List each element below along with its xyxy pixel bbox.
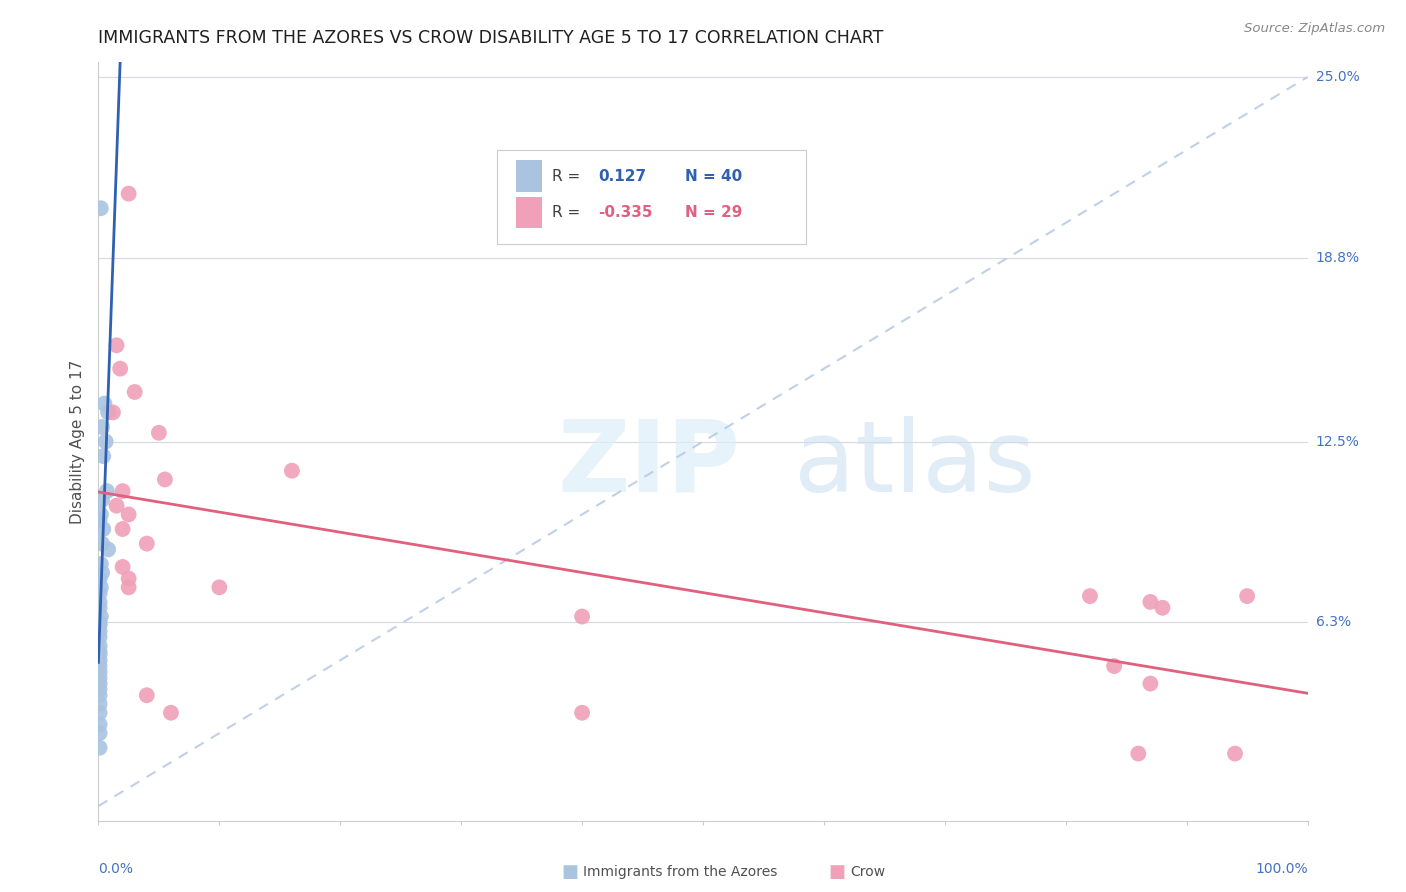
- Text: 6.3%: 6.3%: [1316, 615, 1351, 630]
- Point: [90, 609, 112, 624]
- Point: [91, 492, 114, 507]
- Point: [93, 396, 115, 410]
- Point: [89, 740, 111, 755]
- Point: [153, 473, 176, 487]
- Point: [94, 434, 117, 449]
- Point: [118, 580, 141, 594]
- Point: [89, 586, 111, 600]
- Text: N = 40: N = 40: [685, 169, 742, 184]
- Text: Source: ZipAtlas.com: Source: ZipAtlas.com: [1244, 22, 1385, 36]
- Point: [97, 542, 120, 557]
- Point: [96, 484, 118, 499]
- Text: R =: R =: [551, 205, 585, 220]
- Point: [1128, 747, 1150, 761]
- Point: [91, 449, 114, 463]
- Point: [208, 580, 231, 594]
- Point: [89, 618, 111, 632]
- Point: [118, 572, 141, 586]
- Point: [281, 464, 304, 478]
- Text: 12.5%: 12.5%: [1316, 434, 1360, 449]
- Point: [89, 615, 111, 630]
- Point: [89, 653, 111, 667]
- Point: [89, 513, 111, 527]
- Bar: [516, 161, 543, 192]
- Point: [118, 186, 141, 201]
- Point: [108, 361, 131, 376]
- Point: [89, 726, 111, 740]
- Text: ZIP: ZIP: [558, 416, 741, 513]
- Point: [90, 580, 112, 594]
- Point: [148, 425, 170, 440]
- Point: [1078, 589, 1101, 603]
- Point: [124, 384, 146, 399]
- Point: [101, 405, 124, 419]
- Point: [1139, 676, 1161, 690]
- Text: 18.8%: 18.8%: [1316, 251, 1360, 265]
- Text: 25.0%: 25.0%: [1316, 70, 1360, 84]
- Point: [89, 644, 111, 658]
- Point: [89, 671, 111, 685]
- Point: [91, 420, 114, 434]
- Text: atlas: atlas: [793, 416, 1035, 513]
- Point: [571, 706, 593, 720]
- Point: [91, 522, 114, 536]
- Point: [89, 717, 111, 731]
- Text: 100.0%: 100.0%: [1256, 863, 1308, 876]
- Point: [89, 697, 111, 711]
- Point: [89, 659, 111, 673]
- Text: 0.127: 0.127: [598, 169, 645, 184]
- Point: [135, 688, 157, 702]
- Point: [97, 405, 120, 419]
- Point: [111, 560, 134, 574]
- Point: [89, 572, 111, 586]
- Text: IMMIGRANTS FROM THE AZORES VS CROW DISABILITY AGE 5 TO 17 CORRELATION CHART: IMMIGRANTS FROM THE AZORES VS CROW DISAB…: [98, 29, 884, 47]
- Point: [160, 706, 183, 720]
- Point: [89, 648, 111, 662]
- Point: [89, 595, 111, 609]
- Point: [90, 557, 112, 571]
- Point: [1152, 600, 1174, 615]
- Point: [89, 688, 111, 702]
- Point: [111, 522, 134, 536]
- Bar: [516, 196, 543, 228]
- Point: [89, 624, 111, 639]
- Text: Immigrants from the Azores: Immigrants from the Azores: [583, 865, 778, 880]
- Text: Crow: Crow: [851, 865, 886, 880]
- Point: [105, 338, 128, 352]
- Text: R =: R =: [551, 169, 585, 184]
- Text: ■: ■: [561, 863, 578, 881]
- Point: [91, 536, 114, 550]
- Point: [90, 201, 112, 215]
- Point: [571, 609, 593, 624]
- Point: [89, 665, 111, 679]
- Text: ■: ■: [828, 863, 845, 881]
- Point: [89, 676, 111, 690]
- Point: [135, 536, 157, 550]
- Text: 0.0%: 0.0%: [98, 863, 134, 876]
- Point: [111, 484, 134, 499]
- Point: [89, 630, 111, 644]
- Text: N = 29: N = 29: [685, 205, 742, 220]
- Point: [89, 706, 111, 720]
- Point: [105, 499, 128, 513]
- Point: [91, 566, 114, 580]
- Point: [90, 508, 112, 522]
- Text: -0.335: -0.335: [598, 205, 652, 220]
- Y-axis label: Disability Age 5 to 17: Disability Age 5 to 17: [70, 359, 86, 524]
- Point: [1102, 659, 1125, 673]
- Point: [118, 508, 141, 522]
- Point: [89, 639, 111, 653]
- Point: [1236, 589, 1258, 603]
- Point: [1223, 747, 1246, 761]
- Point: [1139, 595, 1161, 609]
- Point: [89, 682, 111, 697]
- FancyBboxPatch shape: [498, 150, 806, 244]
- Point: [89, 600, 111, 615]
